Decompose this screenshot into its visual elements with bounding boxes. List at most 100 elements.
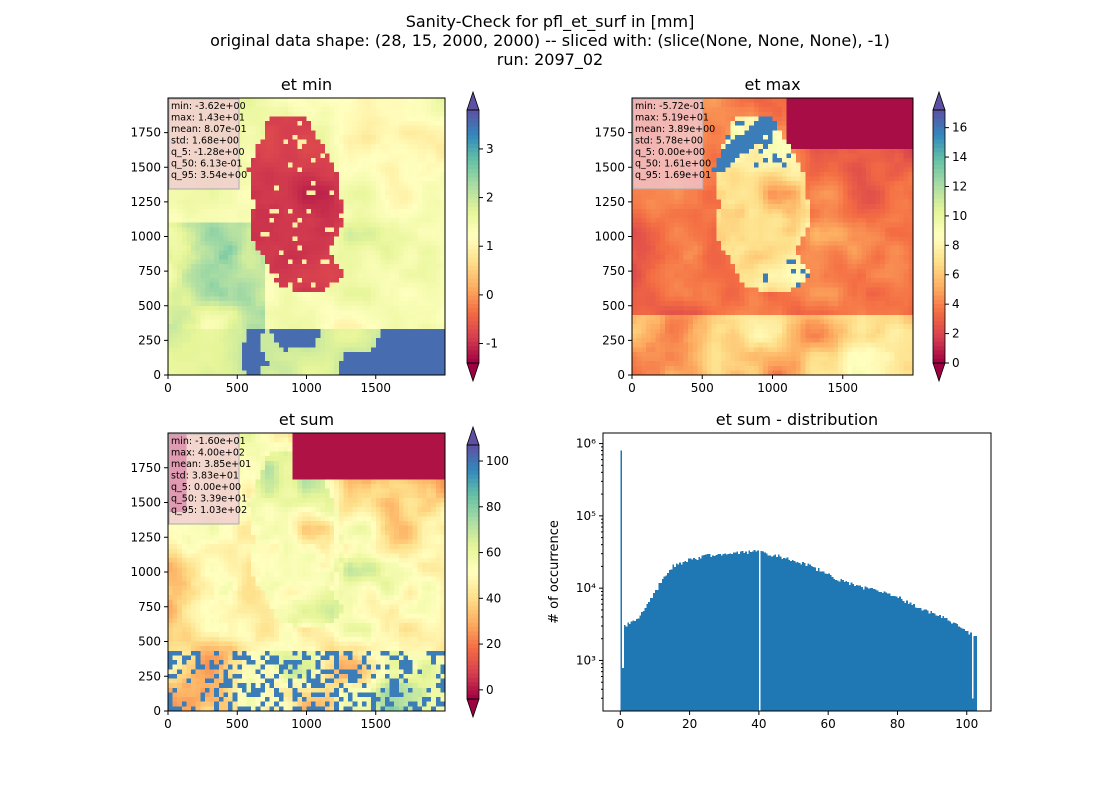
heatmap-cell: [357, 310, 363, 316]
heatmap-cell: [417, 148, 423, 154]
heatmap-cell: [181, 213, 187, 219]
heatmap-cell: [172, 204, 178, 210]
heatmap-cell: [283, 301, 289, 307]
heatmap-cell: [440, 370, 446, 376]
heatmap-cell: [274, 314, 280, 320]
heatmap-cell: [311, 107, 317, 113]
heatmap-cell: [343, 153, 349, 159]
heatmap-cell: [264, 116, 270, 122]
heatmap-cell: [421, 324, 427, 330]
heatmap-cell: [674, 361, 680, 367]
heatmap-cell: [223, 227, 229, 233]
heatmap-cell: [352, 121, 358, 126]
heatmap-cell: [214, 245, 220, 251]
heatmap-cell: [688, 208, 694, 214]
heatmap-cell: [214, 333, 220, 339]
heatmap-cell: [241, 264, 247, 270]
heatmap-cell: [297, 324, 303, 330]
heatmap-cell: [241, 162, 247, 168]
heatmap-cell: [218, 333, 224, 339]
heatmap-cell: [697, 213, 703, 219]
heatmap-cell: [720, 314, 726, 320]
heatmap-cell: [398, 162, 404, 168]
heatmap-cell: [306, 144, 312, 150]
heatmap-cell: [297, 98, 303, 103]
heatmap-cell: [394, 121, 400, 126]
heatmap-cell: [357, 347, 363, 353]
heatmap-cell: [241, 338, 247, 343]
heatmap-cell: [209, 227, 215, 233]
heatmap-cell: [315, 314, 321, 320]
heatmap-cell: [650, 236, 656, 242]
heatmap-cell: [678, 287, 684, 293]
heatmap-cell: [278, 222, 284, 228]
heatmap-cell: [334, 185, 340, 191]
heatmap-cell: [292, 291, 298, 297]
heatmap-cell: [264, 268, 270, 274]
heatmap-cell: [209, 213, 215, 219]
heatmap-cell: [664, 356, 670, 362]
heatmap-cell: [403, 328, 409, 334]
heatmap-cell: [375, 259, 381, 265]
heatmap-cell: [334, 319, 340, 325]
heatmap-cell: [636, 338, 642, 343]
heatmap-cell: [389, 347, 395, 353]
heatmap-cell: [412, 162, 418, 168]
heatmap-cell: [361, 245, 367, 251]
heatmap-cell: [655, 356, 661, 362]
heatmap-cell: [168, 213, 173, 219]
heatmap-cell: [288, 107, 293, 113]
heatmap-cell: [371, 278, 377, 283]
heatmap-cell: [343, 351, 349, 357]
heatmap-cell: [186, 287, 192, 293]
heatmap-cell: [191, 291, 196, 297]
heatmap-cell: [301, 356, 307, 362]
heatmap-cell: [646, 278, 652, 283]
heatmap-cell: [650, 259, 656, 265]
heatmap-cell: [246, 365, 252, 371]
heatmap-cell: [311, 314, 317, 320]
heatmap-cell: [186, 347, 192, 353]
heatmap-cell: [678, 301, 684, 307]
heatmap-cell: [375, 301, 381, 307]
heatmap-cell: [204, 218, 210, 223]
heatmap-cell: [394, 278, 400, 283]
heatmap-cell: [375, 144, 381, 150]
heatmap-cell: [683, 361, 689, 367]
heatmap-cell: [191, 287, 196, 293]
heatmap-cell: [706, 338, 712, 343]
heatmap-cell: [408, 324, 413, 330]
heatmap-cell: [421, 296, 427, 302]
heatmap-cell: [288, 278, 293, 283]
heatmap-cell: [706, 310, 712, 316]
heatmap-cell: [716, 287, 722, 293]
heatmap-cell: [380, 365, 386, 371]
heatmap-cell: [228, 365, 233, 371]
heatmap-cell: [375, 305, 381, 311]
heatmap-cell: [228, 194, 233, 200]
heatmap-cell: [366, 181, 372, 187]
heatmap-cell: [426, 268, 432, 274]
heatmap-cell: [678, 370, 684, 376]
heatmap-cell: [292, 227, 298, 233]
heatmap-cell: [181, 254, 187, 260]
heatmap-cell: [204, 222, 210, 228]
heatmap-cell: [389, 324, 395, 330]
heatmap-cell: [172, 236, 178, 242]
heatmap-cell: [426, 278, 432, 283]
heatmap-cell: [375, 134, 381, 140]
heatmap-cell: [278, 139, 284, 145]
heatmap-cell: [720, 208, 726, 214]
heatmap-cell: [380, 328, 386, 334]
heatmap-cell: [702, 305, 708, 311]
heatmap-cell: [186, 273, 192, 279]
heatmap-cell: [366, 264, 372, 270]
heatmap-cell: [218, 218, 224, 223]
heatmap-cell: [417, 171, 423, 177]
heatmap-cell: [674, 273, 680, 279]
heatmap-cell: [237, 199, 243, 205]
heatmap-cell: [320, 153, 326, 159]
heatmap-cell: [421, 102, 427, 108]
heatmap-cell: [343, 319, 349, 325]
heatmap-cell: [241, 144, 247, 150]
